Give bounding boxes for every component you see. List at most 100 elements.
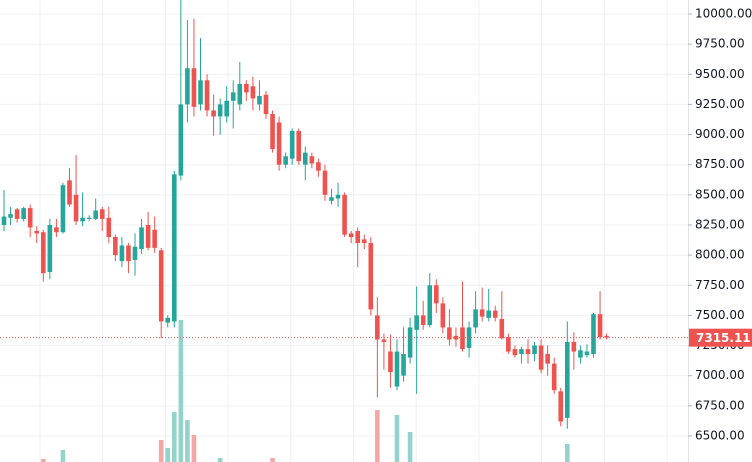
y-tick-label: 9000.00	[695, 127, 745, 141]
candle-body	[591, 314, 596, 354]
volume-bar	[178, 320, 184, 462]
candle-body	[584, 351, 590, 356]
candle-body	[178, 104, 184, 176]
last-price-label: 7315.11	[696, 331, 751, 345]
candle-body	[545, 353, 550, 364]
candle-body	[158, 250, 164, 322]
candle-body	[375, 315, 380, 340]
candle-body	[532, 345, 537, 354]
candle-body	[67, 180, 72, 205]
candle-body	[414, 315, 419, 330]
candle-body	[250, 86, 256, 99]
candle-body	[99, 209, 105, 219]
candle-body	[289, 130, 295, 159]
y-tick-label: 9750.00	[695, 37, 745, 51]
candle-body	[263, 94, 269, 115]
candle-body	[440, 303, 446, 328]
candle-body	[119, 245, 125, 262]
volume-bar	[407, 432, 413, 462]
candle-body	[512, 349, 518, 356]
volume-bar	[191, 435, 197, 462]
candle-body	[479, 309, 485, 317]
candle-body	[126, 245, 131, 262]
y-tick-label: 7750.00	[695, 278, 745, 292]
y-tick-label: 7500.00	[695, 308, 745, 322]
candle-body	[145, 224, 151, 248]
candle-body	[309, 156, 315, 164]
candle-body	[453, 335, 459, 340]
volume-bar	[60, 450, 66, 462]
y-tick-label: 8750.00	[695, 157, 745, 171]
candle-body	[361, 239, 367, 244]
candle-body	[604, 335, 609, 338]
volume-bar	[158, 440, 164, 462]
candle-body	[538, 345, 544, 370]
candle-body	[427, 285, 433, 326]
y-tick-label: 10000.00	[695, 6, 752, 20]
candle-body	[86, 217, 92, 219]
candle-body	[224, 100, 229, 117]
candle-body	[578, 350, 583, 358]
candle-body	[316, 162, 321, 171]
y-tick-label: 6750.00	[695, 398, 745, 412]
y-tick-label: 8500.00	[695, 187, 745, 201]
candle-body	[34, 231, 40, 234]
candle-body	[47, 224, 53, 272]
candle-body	[257, 95, 262, 105]
candle-body	[237, 83, 243, 105]
candle-body	[21, 208, 26, 219]
candle-body	[276, 122, 282, 165]
candle-body	[407, 327, 413, 358]
candle-body	[80, 217, 85, 222]
candle-body	[1, 216, 7, 225]
volume-bar	[41, 459, 46, 462]
candle-body	[565, 341, 570, 418]
price-axis: 6500.006750.007000.007250.007500.007750.…	[688, 6, 752, 442]
candle-body	[14, 209, 20, 219]
candle-body	[460, 327, 465, 350]
volume-bar	[375, 410, 380, 462]
candle-body	[434, 285, 439, 304]
candle-body	[211, 110, 216, 117]
candle-body	[597, 314, 603, 338]
y-tick-label: 6500.00	[695, 428, 745, 442]
candle-body	[41, 232, 46, 274]
candle-body	[106, 217, 112, 238]
candle-body	[519, 349, 524, 354]
candle-body	[152, 229, 157, 248]
candle-body	[73, 194, 79, 222]
y-tick-label: 7000.00	[695, 368, 745, 382]
candle-body	[132, 246, 138, 260]
candle-body	[296, 130, 302, 162]
candle-body	[93, 210, 98, 219]
candle-body	[283, 156, 288, 165]
candle-body	[499, 319, 505, 339]
y-tick-label: 9250.00	[695, 97, 745, 111]
candle-body	[270, 114, 275, 150]
candle-body	[244, 83, 249, 93]
candle-body	[342, 194, 347, 235]
candle-body	[388, 351, 393, 373]
candle-body	[394, 351, 400, 387]
candle-body	[198, 80, 203, 105]
candle-body	[165, 317, 171, 323]
volume-bar	[172, 412, 177, 462]
candle-body	[27, 208, 33, 228]
last-price: 7315.11	[0, 328, 752, 347]
candle-body	[204, 80, 210, 111]
candle-body	[558, 391, 564, 422]
candle-body	[525, 349, 531, 354]
candle-body	[420, 315, 426, 326]
candle-body	[506, 337, 511, 352]
price-grid	[0, 13, 688, 437]
candle-body	[335, 194, 341, 199]
candle-body	[185, 68, 190, 105]
candle-body	[230, 92, 236, 101]
volume-bar	[394, 415, 400, 462]
candle-body	[113, 237, 118, 256]
y-tick-label: 8250.00	[695, 217, 745, 231]
candle-body	[348, 233, 354, 238]
candle-body	[60, 185, 66, 233]
candle-body	[486, 310, 491, 318]
